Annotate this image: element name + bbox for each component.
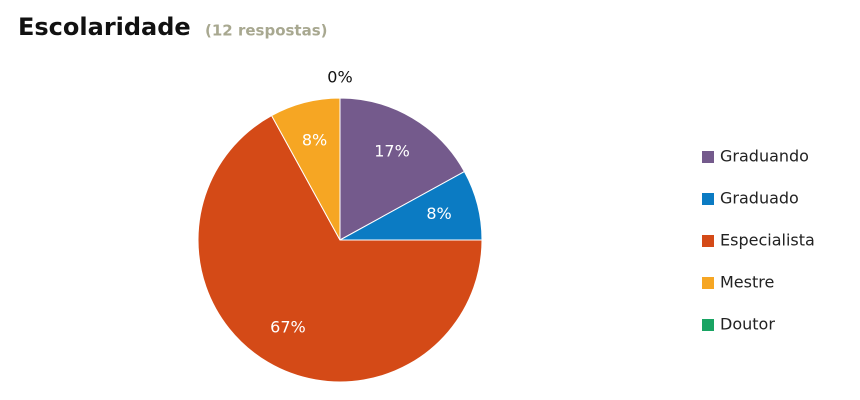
slice-label: 17% [374, 141, 410, 160]
slice-label: 67% [270, 318, 306, 337]
pie-slice [270, 97, 341, 241]
legend-swatch [702, 151, 714, 163]
legend-label: Doutor [720, 315, 775, 334]
legend-label: Graduado [720, 189, 799, 208]
pie-slice [339, 97, 466, 241]
slice-label: 8% [302, 130, 327, 149]
legend-label: Especialista [720, 231, 815, 250]
legend-label: Graduando [720, 147, 809, 166]
legend-swatch [702, 235, 714, 247]
legend-label: Mestre [720, 273, 774, 292]
legend-swatch [702, 319, 714, 331]
legend-swatch [702, 193, 714, 205]
slice-label: 8% [426, 204, 451, 223]
legend-swatch [702, 277, 714, 289]
chart-title: Escolaridade [18, 13, 191, 41]
slice-label: 0% [327, 68, 352, 87]
chart-subtitle: (12 respostas) [205, 22, 328, 40]
pie-slice [197, 114, 483, 383]
